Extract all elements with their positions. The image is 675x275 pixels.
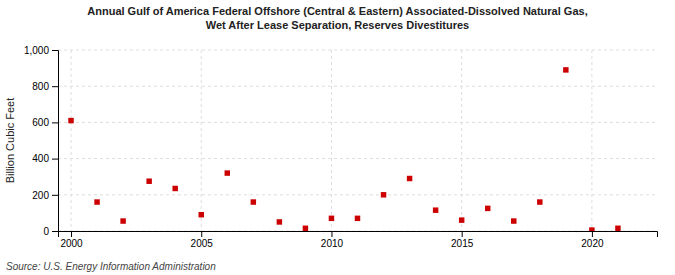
tick-mark xyxy=(462,231,463,237)
points xyxy=(68,67,620,231)
plot: 2000 2005 2010 2015 2020 0 200 400 600 800 1,000 Bi… xyxy=(4,45,658,249)
grid-line xyxy=(58,122,657,123)
tick-label: 2010 xyxy=(321,238,344,249)
tick: 2000 xyxy=(60,231,83,249)
point xyxy=(615,226,620,231)
point xyxy=(225,170,230,175)
point xyxy=(355,216,360,221)
tick: 200 xyxy=(32,190,58,201)
tick-label: 2000 xyxy=(60,238,83,249)
tick: 1,000 xyxy=(24,45,58,56)
grid-line xyxy=(201,50,202,231)
axis-line xyxy=(59,232,658,238)
point xyxy=(381,192,386,197)
point xyxy=(433,207,438,212)
tick-label: 1,000 xyxy=(24,45,49,56)
x-axis: 2000 2005 2010 2015 2020 xyxy=(59,231,658,249)
grid-line xyxy=(591,50,592,231)
tick-mark xyxy=(71,231,72,237)
grid-line xyxy=(58,194,657,195)
tick-label: 2015 xyxy=(451,238,474,249)
point xyxy=(251,199,256,204)
grid-line xyxy=(58,86,657,87)
point xyxy=(146,178,151,183)
tick-mark xyxy=(52,50,58,51)
tick: 2020 xyxy=(581,231,604,249)
tick-mark xyxy=(201,231,202,237)
point xyxy=(537,199,542,204)
title-line: Wet After Lease Separation, Reserves Div… xyxy=(206,19,470,31)
tick: 2010 xyxy=(321,231,344,249)
grid-line xyxy=(58,50,657,51)
tick-mark xyxy=(52,231,58,232)
tick: 2015 xyxy=(451,231,474,249)
tick-label: 400 xyxy=(32,153,49,164)
point xyxy=(172,186,177,191)
point xyxy=(459,217,464,222)
point xyxy=(120,218,125,223)
point xyxy=(303,226,308,231)
tick-mark xyxy=(592,231,593,237)
title-line: Annual Gulf of America Federal Offshore … xyxy=(87,5,587,17)
point xyxy=(407,176,412,181)
point xyxy=(277,219,282,224)
source: Source: U.S. Energy Information Administ… xyxy=(6,261,216,272)
tick: 600 xyxy=(32,117,58,128)
point xyxy=(199,212,204,217)
grid-line xyxy=(331,50,332,231)
tick: 2005 xyxy=(191,231,214,249)
tick-mark xyxy=(52,86,58,87)
tick-mark xyxy=(331,231,332,237)
chart: Annual Gulf of America Federal Offshore … xyxy=(0,0,675,275)
tick: 0 xyxy=(43,226,58,237)
point xyxy=(68,118,73,123)
tick-mark xyxy=(52,195,58,196)
point xyxy=(485,206,490,211)
point xyxy=(94,199,99,204)
tick: 800 xyxy=(32,81,58,92)
point xyxy=(563,67,568,72)
tick: 400 xyxy=(32,153,58,164)
y-axis-title: Billion Cubic Feet xyxy=(4,98,16,184)
axis-line xyxy=(52,51,59,232)
title: Annual Gulf of America Federal Offshore … xyxy=(87,5,587,31)
grid-line xyxy=(71,50,72,231)
tick-label: 0 xyxy=(43,226,49,237)
tick-label: 200 xyxy=(32,190,49,201)
tick-mark xyxy=(52,122,58,123)
point xyxy=(329,216,334,221)
tick-label: 2020 xyxy=(581,238,604,249)
tick-label: 600 xyxy=(32,117,49,128)
point xyxy=(511,218,516,223)
grid-line xyxy=(461,50,462,231)
grid xyxy=(58,50,657,231)
grid-line xyxy=(58,158,657,159)
point xyxy=(589,227,594,231)
tick-label: 2005 xyxy=(191,238,214,249)
tick-label: 800 xyxy=(32,81,49,92)
y-axis: 0 200 400 600 800 1,000 xyxy=(24,45,59,237)
tick-mark xyxy=(52,159,58,160)
